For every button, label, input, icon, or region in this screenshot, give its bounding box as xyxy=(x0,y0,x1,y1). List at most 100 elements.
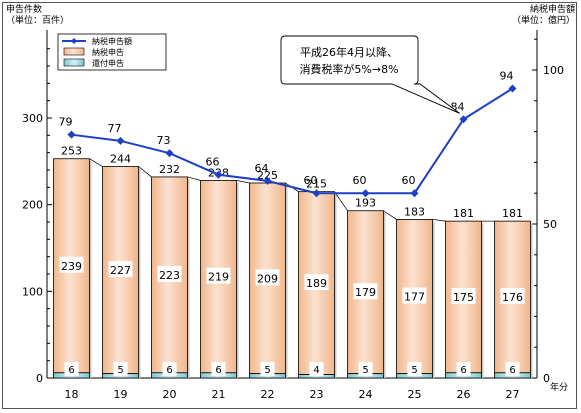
bar-connector xyxy=(89,158,103,167)
bar-tax-payment-label: 189 xyxy=(306,277,327,290)
line-point-label: 79 xyxy=(59,116,73,129)
bar-refund-box xyxy=(505,362,520,376)
y-right-tick-label: 100 xyxy=(543,64,564,77)
bar-value-box xyxy=(402,287,427,304)
y-left-axis-title: 申告件数 xyxy=(6,3,42,15)
bar-connector xyxy=(236,180,250,184)
bar-tax-payment-label: 227 xyxy=(110,264,131,277)
line-point xyxy=(410,189,419,198)
bar-refund-box xyxy=(309,362,324,376)
legend-swatch-tax-refund xyxy=(63,58,85,67)
x-tick-label: 26 xyxy=(457,388,471,401)
bar-tax-payment-label: 179 xyxy=(355,286,376,299)
line-point-label: 66 xyxy=(206,156,220,169)
axes-layer: 0100200300050100申告件数（単位：百件）納税申告額（単位：億円）年… xyxy=(6,3,575,401)
bar-value-box xyxy=(206,267,231,284)
bar-tax-refund-label: 6 xyxy=(509,365,515,376)
bar-connector xyxy=(138,166,152,178)
y-left-tick-label: 300 xyxy=(22,112,43,125)
bar-total-label: 253 xyxy=(61,145,82,158)
bar-tax-payment-label: 175 xyxy=(453,291,474,304)
legend-label: 納税申告額 xyxy=(92,36,132,46)
bar-tax-payment-label: 176 xyxy=(502,291,523,304)
bar-total-label: 215 xyxy=(306,178,327,191)
y-right-axis-title: （単位：億円） xyxy=(512,14,575,26)
line-point xyxy=(165,149,174,158)
x-tick-label: 21 xyxy=(212,388,226,401)
bar-refund-box xyxy=(64,362,79,376)
bar-tax-payment-label: 177 xyxy=(404,291,425,304)
bar-value-box xyxy=(255,269,280,286)
bar-tax-refund-label: 6 xyxy=(166,365,172,376)
y-left-tick-label: 100 xyxy=(22,285,43,298)
line-point xyxy=(312,189,321,198)
line-series-tax-amount xyxy=(71,87,514,195)
bar-total-label: 181 xyxy=(453,207,474,220)
bar-tax-payment-label: 239 xyxy=(61,260,82,273)
line-point xyxy=(116,136,125,145)
x-tick-label: 20 xyxy=(163,388,177,401)
annotation-bubble xyxy=(280,35,460,114)
x-tick-label: 27 xyxy=(506,388,520,401)
bar-connector xyxy=(187,176,201,181)
line-point-label: 73 xyxy=(157,134,171,147)
x-tick-label: 22 xyxy=(261,388,275,401)
y-right-tick-label: 0 xyxy=(543,372,550,385)
line-point-label: 60 xyxy=(304,174,318,187)
y-right-tick-label: 50 xyxy=(543,218,557,231)
bar-tax-refund-label: 5 xyxy=(362,365,368,376)
bar-refund-box xyxy=(407,362,422,376)
line-point-label: 94 xyxy=(500,69,514,82)
line-point xyxy=(67,130,76,139)
y-left-axis-title: （単位：百件） xyxy=(6,14,69,26)
line-point xyxy=(214,170,223,179)
bar-refund-box xyxy=(456,362,471,376)
line-point-label: 77 xyxy=(108,122,122,135)
annotation-callout: 平成26年4月以降、消費税率が5%→8% xyxy=(280,35,460,114)
bar-tax-refund-label: 5 xyxy=(117,365,123,376)
bar-refund-box xyxy=(113,362,128,376)
chart-frame xyxy=(2,2,577,409)
line-point-label: 60 xyxy=(353,174,367,187)
bar-tax-refund-label: 5 xyxy=(264,365,270,376)
legend-label: 納税申告 xyxy=(92,47,124,57)
x-tick-label: 19 xyxy=(114,388,128,401)
x-tick-label: 24 xyxy=(359,388,373,401)
annotation-line: 平成26年4月以降、 xyxy=(300,45,398,59)
line-point xyxy=(459,115,468,124)
bar-tax-refund-label: 5 xyxy=(411,365,417,376)
bar-refund-box xyxy=(211,362,226,376)
legend-swatch-tax-payment xyxy=(63,47,85,56)
line-point-label: 60 xyxy=(402,174,416,187)
bar-value-box xyxy=(304,274,329,291)
bar-value-box xyxy=(353,283,378,300)
bar-value-box xyxy=(451,287,476,304)
bar-value-box xyxy=(500,287,525,304)
line-point-label: 64 xyxy=(255,162,269,175)
x-tick-label: 23 xyxy=(310,388,324,401)
bar-value-box xyxy=(59,256,84,273)
bar-tax-payment-label: 223 xyxy=(159,269,180,282)
bar-refund-box xyxy=(162,362,177,376)
bar-total-label: 181 xyxy=(502,207,523,220)
bar-tax-payment-label: 209 xyxy=(257,272,278,285)
line-point xyxy=(508,84,517,93)
bar-tax-refund-label: 6 xyxy=(68,365,74,376)
bar-connector xyxy=(334,191,348,211)
y-right-axis-title: 納税申告額 xyxy=(530,3,575,15)
legend-label: 還付申告 xyxy=(92,58,124,68)
bar-total-label: 225 xyxy=(257,169,278,182)
legend-swatch-marker xyxy=(71,38,77,44)
x-tick-label: 25 xyxy=(408,388,422,401)
bar-total-label: 232 xyxy=(159,163,180,176)
bar-tax-refund-label: 6 xyxy=(215,365,221,376)
bar-total-label: 193 xyxy=(355,197,376,210)
bar-value-box xyxy=(108,261,133,278)
line-point xyxy=(361,189,370,198)
bars-layer: 2532396244227523222362282196225209521518… xyxy=(53,145,533,379)
bar-total-label: 244 xyxy=(110,153,131,166)
annotation-line: 消費税率が5%→8% xyxy=(299,62,398,76)
